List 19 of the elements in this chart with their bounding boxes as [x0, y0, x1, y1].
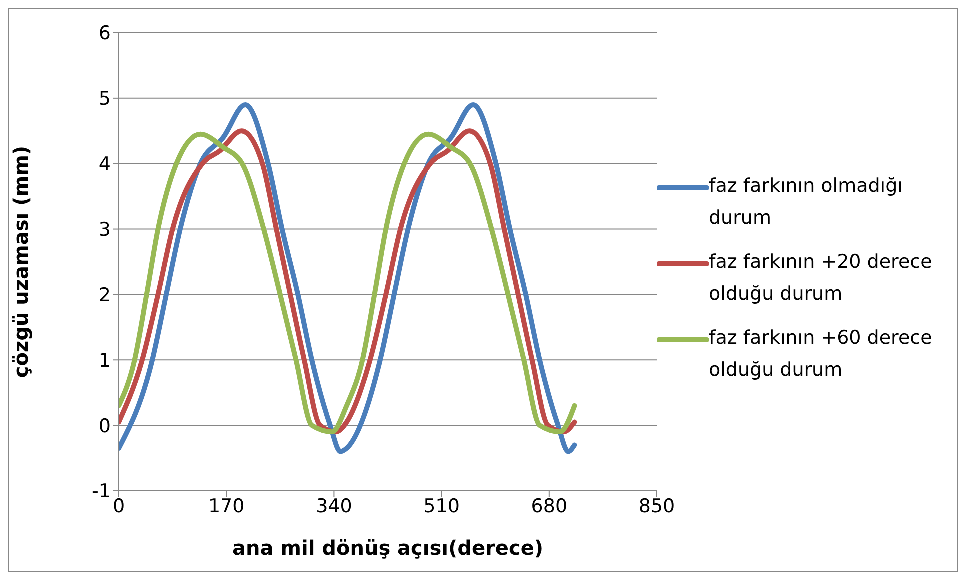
x-tick-label: 340	[316, 495, 352, 518]
x-tick-label: 170	[208, 495, 245, 518]
y-tick-label: 6	[98, 22, 111, 45]
legend-label: faz farkının +60 derece olduğu durum	[709, 326, 934, 383]
y-tick-label: 5	[98, 88, 111, 110]
legend-label: faz farkının +20 derece olduğu durum	[709, 250, 934, 307]
legend-label: faz farkının olmadığı durum	[709, 174, 904, 231]
x-tick-label: 510	[424, 495, 460, 518]
y-tick-label: 2	[98, 284, 111, 306]
y-tick-label: 1	[98, 350, 111, 372]
y-tick-label: 3	[98, 219, 111, 242]
y-tick-label: 0	[98, 415, 111, 438]
y-tick-label: 4	[98, 154, 111, 176]
x-tick-label: 680	[531, 495, 568, 518]
x-axis-title: ana mil dönüş açısı(derece)	[232, 536, 544, 560]
x-tick-label: 850	[638, 495, 676, 518]
y-tick-label: -1	[92, 480, 111, 503]
y-axis-title: çözgü uzaması (mm)	[9, 146, 34, 378]
x-tick-label: 0	[112, 495, 126, 518]
